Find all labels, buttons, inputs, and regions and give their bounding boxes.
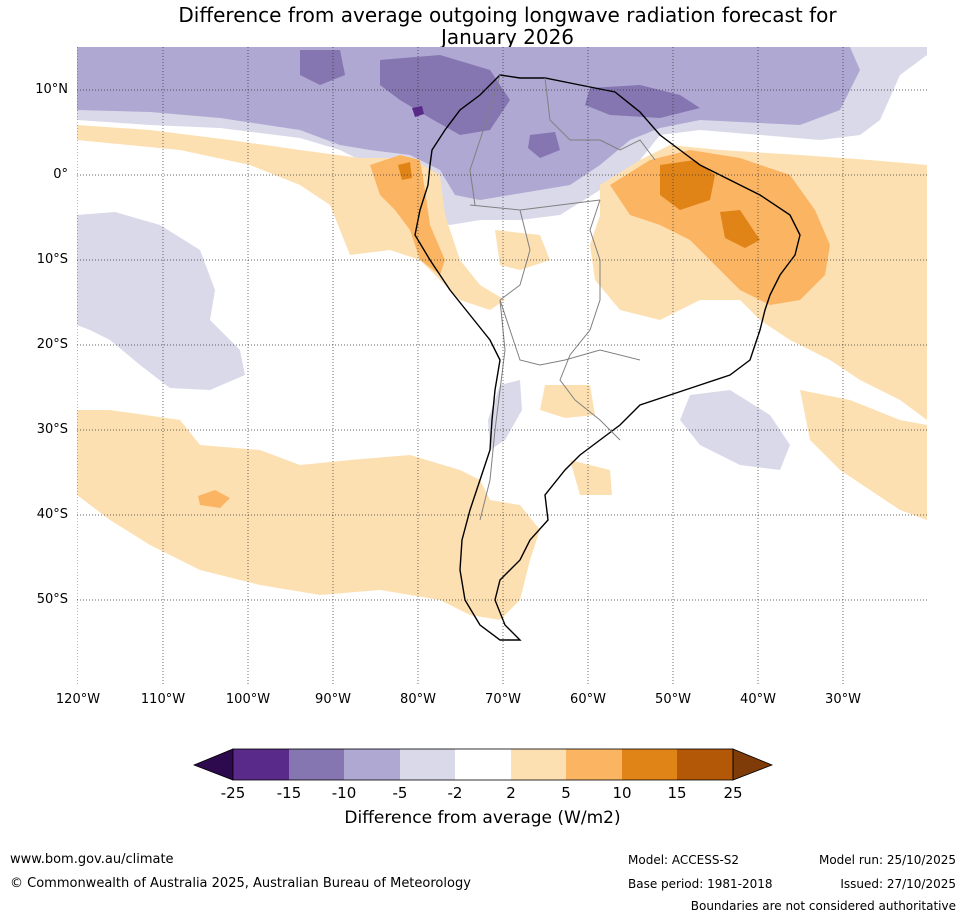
colorbar-bin-4 <box>400 749 455 780</box>
map-title: Difference from average outgoing longwav… <box>0 4 965 48</box>
colorbar-tick: 25 <box>723 784 743 802</box>
anomaly-region-purple-dark <box>380 55 510 135</box>
colorbar-tick: -25 <box>220 784 246 802</box>
colorbar-bin-9 <box>677 749 733 780</box>
lat-label-30s: 30°S <box>36 422 68 437</box>
colorbar-extend-low <box>192 748 234 781</box>
title-line-1: Difference from average outgoing longwav… <box>178 3 837 27</box>
lat-label-0: 0° <box>53 167 68 182</box>
lon-label-30w: 30°W <box>825 692 861 707</box>
colorbar-tick: -2 <box>447 784 463 802</box>
colorbar-tick: -15 <box>276 784 302 802</box>
anomaly-region-brazil-strong-2 <box>720 210 760 248</box>
colorbar-bin-5 <box>455 749 511 780</box>
colorbar-bin-7 <box>566 749 622 780</box>
colorbar-bin-1 <box>233 749 289 780</box>
lat-label-10n: 10°N <box>35 82 68 97</box>
lon-label-100w: 100°W <box>225 692 271 707</box>
footer-issued: Issued: 27/10/2025 <box>840 877 956 891</box>
colorbar-frame <box>232 748 734 781</box>
footer-model: Model: ACCESS-S2 <box>628 853 740 867</box>
lat-label-10s: 10°S <box>36 252 68 267</box>
footer-model-run: Model run: 25/10/2025 <box>818 853 956 867</box>
anomaly-region-atlantic-negative <box>680 390 790 470</box>
footer-website: www.bom.gov.au/climate <box>10 852 174 867</box>
colorbar-bin-6 <box>511 749 566 780</box>
graticule <box>77 47 927 685</box>
title-line-2: January 2026 <box>440 25 575 49</box>
colorbar-tick: 2 <box>506 784 516 802</box>
lon-label-120w: 120°W <box>55 692 101 707</box>
footer-base-period: Base period: 1981-2018 <box>628 877 773 891</box>
lat-label-20s: 20°S <box>36 337 68 352</box>
anomaly-region-chile-negative <box>488 380 522 450</box>
lon-label-80w: 80°W <box>400 692 436 707</box>
anomaly-region-purple-dark-2 <box>585 85 700 118</box>
colorbar-tick: 15 <box>667 784 687 802</box>
anomaly-region-pacific-negative <box>77 212 245 390</box>
colorbar-title: Difference from average (W/m2) <box>344 808 621 828</box>
colorbar-bin-8 <box>622 749 677 780</box>
anomaly-region-peru-strong <box>398 162 412 180</box>
footer-disclaimer: Boundaries are not considered authoritat… <box>690 899 956 913</box>
lon-label-50w: 50°W <box>655 692 691 707</box>
country-borders <box>469 74 656 521</box>
anomaly-region-brazil-strong <box>660 160 715 210</box>
colorbar-tick: 5 <box>561 784 571 802</box>
anomaly-region-uruguay-positive <box>570 460 612 495</box>
footer-copyright: © Commonwealth of Australia 2025, Austra… <box>10 876 471 891</box>
lon-label-60w: 60°W <box>570 692 606 707</box>
colorbar-bin-2 <box>289 749 344 780</box>
lon-label-40w: 40°W <box>740 692 776 707</box>
colorbar <box>192 748 774 781</box>
lon-label-110w: 110°W <box>140 692 186 707</box>
lon-label-70w: 70°W <box>485 692 521 707</box>
anomaly-region-paraguay-positive <box>540 385 595 418</box>
colorbar-tick: -5 <box>392 784 408 802</box>
south-america-coastline <box>414 74 801 641</box>
colorbar-tick: 10 <box>612 784 632 802</box>
anomaly-region-purple-dark-3 <box>300 50 345 85</box>
colorbar-extend-high <box>732 748 774 781</box>
colorbar-bin-3 <box>344 749 400 780</box>
map-panel <box>77 47 927 685</box>
anomaly-region-purple-deepest <box>412 106 424 117</box>
anomaly-region-south-atlantic-positive <box>800 390 927 520</box>
anomaly-region-pacific-moderate <box>198 490 230 508</box>
colorbar-tick: -10 <box>331 784 357 802</box>
anomaly-region-purple-dark-4 <box>528 132 560 158</box>
lat-label-40s: 40°S <box>36 507 68 522</box>
anomaly-region-peru-moderate <box>370 155 445 275</box>
lat-label-50s: 50°S <box>36 592 68 607</box>
lon-label-90w: 90°W <box>315 692 351 707</box>
